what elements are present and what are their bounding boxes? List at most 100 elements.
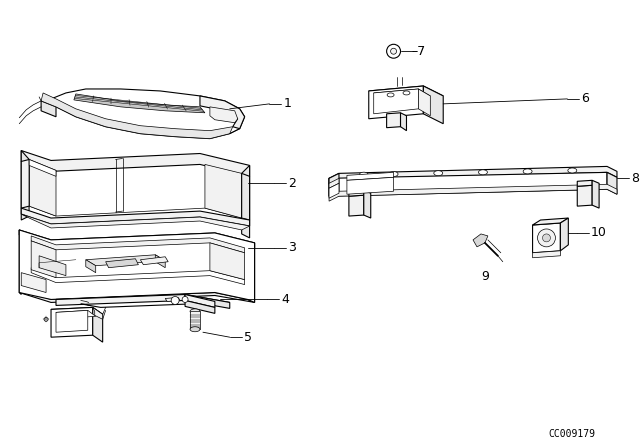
Polygon shape (56, 310, 96, 319)
Polygon shape (369, 86, 444, 101)
Polygon shape (29, 159, 56, 177)
Polygon shape (200, 96, 244, 129)
Polygon shape (140, 257, 168, 265)
Polygon shape (29, 206, 242, 223)
Polygon shape (21, 159, 29, 208)
Polygon shape (329, 183, 339, 198)
Ellipse shape (389, 172, 398, 177)
Polygon shape (473, 234, 488, 247)
Circle shape (387, 44, 401, 58)
Polygon shape (424, 86, 444, 124)
Polygon shape (210, 107, 237, 123)
Polygon shape (56, 310, 88, 332)
Ellipse shape (359, 172, 368, 177)
Polygon shape (532, 223, 561, 253)
Circle shape (543, 234, 550, 242)
Polygon shape (349, 190, 364, 196)
Polygon shape (41, 101, 56, 117)
Circle shape (538, 229, 556, 247)
Circle shape (390, 48, 397, 54)
Polygon shape (349, 195, 364, 216)
Polygon shape (21, 151, 250, 177)
Polygon shape (607, 172, 617, 194)
Polygon shape (190, 311, 200, 329)
Polygon shape (374, 89, 430, 100)
Polygon shape (374, 89, 419, 114)
Polygon shape (242, 173, 250, 220)
Ellipse shape (403, 91, 410, 95)
Polygon shape (51, 307, 93, 337)
Ellipse shape (434, 171, 443, 176)
Polygon shape (387, 113, 401, 128)
Polygon shape (93, 307, 102, 342)
Polygon shape (56, 294, 185, 306)
Text: CC009179: CC009179 (548, 430, 596, 439)
Polygon shape (401, 113, 406, 131)
Polygon shape (74, 94, 205, 113)
Polygon shape (248, 243, 255, 302)
Ellipse shape (387, 93, 394, 97)
Polygon shape (19, 230, 255, 302)
Polygon shape (347, 177, 394, 194)
Circle shape (171, 297, 179, 305)
Polygon shape (31, 241, 56, 278)
Polygon shape (93, 307, 102, 319)
Text: 8: 8 (631, 172, 639, 185)
Polygon shape (205, 164, 242, 218)
Polygon shape (329, 173, 339, 196)
Polygon shape (41, 93, 233, 138)
Polygon shape (577, 185, 592, 206)
Polygon shape (19, 230, 255, 248)
Polygon shape (561, 218, 568, 251)
Polygon shape (185, 294, 215, 307)
Polygon shape (532, 251, 561, 258)
Polygon shape (364, 190, 371, 218)
Polygon shape (185, 294, 230, 308)
Polygon shape (31, 268, 244, 284)
Text: 2: 2 (289, 177, 296, 190)
Polygon shape (106, 259, 138, 268)
Text: 4: 4 (282, 293, 289, 306)
Polygon shape (329, 184, 617, 201)
Ellipse shape (523, 169, 532, 174)
Text: 10: 10 (591, 226, 607, 239)
Text: 6: 6 (581, 92, 589, 105)
Polygon shape (21, 273, 46, 293)
Polygon shape (419, 89, 430, 116)
Polygon shape (86, 260, 96, 273)
Ellipse shape (568, 168, 577, 173)
Polygon shape (29, 159, 56, 216)
Polygon shape (165, 297, 180, 302)
Text: –7: –7 (412, 45, 426, 58)
Text: 5: 5 (244, 331, 252, 344)
Polygon shape (21, 214, 250, 230)
Polygon shape (19, 289, 255, 302)
Text: 9: 9 (481, 270, 489, 283)
Polygon shape (592, 180, 599, 208)
Text: 1: 1 (284, 97, 291, 110)
Ellipse shape (190, 327, 200, 332)
Polygon shape (86, 255, 165, 266)
Polygon shape (31, 236, 244, 253)
Polygon shape (329, 166, 617, 184)
Polygon shape (21, 151, 29, 220)
Polygon shape (532, 218, 568, 225)
Polygon shape (156, 255, 165, 268)
Ellipse shape (190, 309, 200, 314)
Polygon shape (577, 180, 592, 186)
Polygon shape (210, 243, 244, 280)
Polygon shape (329, 178, 339, 188)
Circle shape (44, 317, 48, 321)
Polygon shape (329, 172, 607, 196)
Polygon shape (51, 307, 102, 316)
Polygon shape (185, 301, 215, 313)
Ellipse shape (479, 170, 488, 175)
Polygon shape (41, 89, 244, 138)
Polygon shape (56, 294, 230, 307)
Polygon shape (19, 230, 21, 294)
Circle shape (182, 297, 188, 302)
Polygon shape (369, 86, 424, 119)
Polygon shape (39, 256, 66, 276)
Polygon shape (21, 208, 250, 226)
Polygon shape (347, 172, 394, 180)
